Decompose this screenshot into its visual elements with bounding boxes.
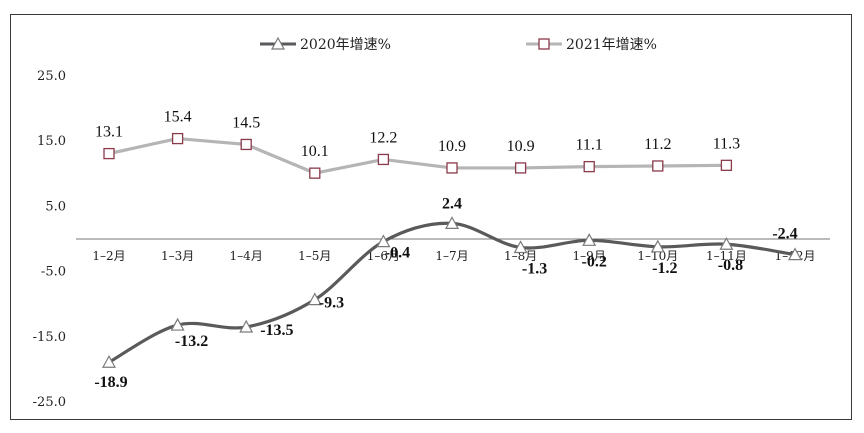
- y-tick-label: 25.0: [37, 69, 66, 84]
- data-label-2020: -1.2: [652, 260, 677, 277]
- marker-2020: [170, 317, 185, 331]
- data-label-2021: 11.2: [644, 136, 671, 153]
- data-labels: 13.1 15.4 14.5 10.1 12.2 10.9 10.9 11.1 11.2 11.3…: [94, 109, 797, 392]
- data-label-2021: 12.2: [369, 129, 397, 146]
- marker-2020: [650, 239, 665, 253]
- marker-2021: [240, 138, 252, 151]
- marker-2021: [583, 160, 595, 173]
- y-tick-label: 15.0: [37, 134, 66, 149]
- x-tick-label: 1–8月: [504, 249, 537, 263]
- series-line-2021: [108, 136, 727, 175]
- data-label-2021: 15.4: [164, 109, 192, 126]
- marker-2020: [376, 234, 391, 248]
- data-label-2021: 13.1: [95, 124, 123, 141]
- marker-2020: [239, 319, 254, 333]
- x-tick-label: 1–4月: [230, 249, 263, 263]
- y-tick-label: -25.0: [33, 395, 66, 410]
- marker-2020: [582, 233, 597, 246]
- legend-marker-2020: [270, 36, 286, 50]
- y-axis: 25.0 15.0 5.0 -5.0 -15.0 -25.0: [33, 69, 66, 410]
- x-tick-label: 1–3月: [161, 249, 194, 263]
- y-tick-label: -15.0: [33, 330, 66, 345]
- marker-2020: [719, 236, 734, 250]
- x-tick-label: 1–9月: [573, 249, 606, 263]
- y-tick-label: 5.0: [45, 199, 66, 214]
- data-label-2020: -0.4: [385, 245, 410, 262]
- data-label-2020: -13.5: [260, 322, 293, 339]
- data-label-2021: 10.9: [507, 138, 535, 155]
- x-tick-label: 1–10月: [637, 249, 678, 263]
- x-tick-label: 1–2月: [92, 249, 125, 263]
- marker-2021: [171, 132, 184, 145]
- data-label-2021: 10.9: [438, 138, 466, 155]
- marker-2021: [720, 159, 733, 171]
- legend-label-2020: 2020年增速%: [300, 37, 391, 53]
- marker-2021: [652, 160, 664, 172]
- x-axis-ticks: 1–2月 1–3月 1–4月 1–5月 1–6月 1–7月 1–8月 1–9月 1–10月 1–1…: [92, 249, 815, 263]
- marker-2021: [446, 162, 458, 174]
- chart-frame: [10, 14, 852, 420]
- data-label-2021: 11.3: [713, 135, 740, 152]
- data-label-2021: 10.1: [301, 143, 329, 160]
- data-label-2020: -2.4: [772, 226, 797, 243]
- data-label-2020: -13.2: [175, 333, 208, 350]
- data-label-2021: 11.1: [575, 137, 602, 154]
- legend-label-2021: 2021年增速%: [566, 37, 657, 53]
- x-tick-label: 1–7月: [435, 249, 468, 263]
- marker-2020: [444, 216, 460, 229]
- legend: 2020年增速% 2021年增速%: [260, 36, 657, 53]
- data-label-2020: -9.3: [319, 295, 344, 312]
- marker-2020: [101, 354, 117, 368]
- x-tick-label: 1–6月: [367, 249, 400, 263]
- data-label-2020: -1.3: [522, 260, 547, 277]
- legend-marker-2021: [538, 38, 550, 50]
- x-tick-label: 1–5月: [298, 249, 331, 263]
- marker-2021: [377, 153, 390, 166]
- data-label-2021: 14.5: [232, 114, 260, 131]
- data-label-2020: -0.8: [718, 257, 743, 274]
- data-label-2020: 2.4: [442, 195, 462, 212]
- marker-2021: [514, 162, 527, 174]
- series-line-2020: [107, 221, 797, 364]
- y-tick-label: -5.0: [41, 265, 66, 280]
- data-label-2020: -18.9: [94, 374, 127, 391]
- marker-2020: [513, 240, 528, 254]
- marker-2021: [309, 167, 321, 179]
- marker-2021: [103, 147, 115, 160]
- marker-2020: [787, 247, 803, 261]
- series-markers: [101, 132, 803, 368]
- marker-2020: [307, 292, 322, 306]
- x-tick-label: 1–11月: [706, 249, 747, 263]
- data-label-2020: -0.2: [582, 253, 607, 270]
